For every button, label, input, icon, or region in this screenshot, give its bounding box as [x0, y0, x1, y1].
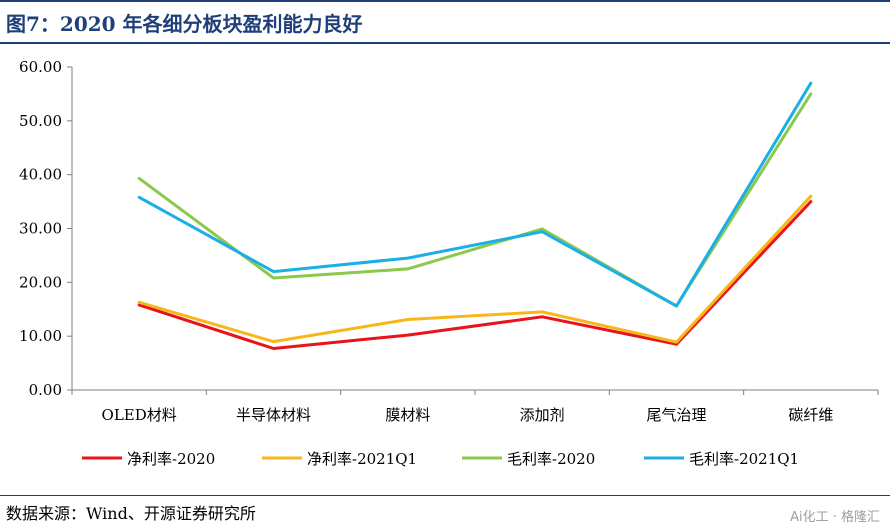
- data-point: [138, 304, 140, 306]
- x-axis: OLED材料 半导体材料 膜材料 添加剂 尾气治理 碳纤维: [71, 389, 879, 424]
- legend-label: 毛利率-2020: [507, 450, 595, 468]
- series-line-3: [137, 81, 813, 308]
- legend: 净利率-2020 净利率-2021Q1 毛利率-2020 毛利率-2021Q1: [82, 450, 799, 468]
- data-point: [541, 231, 543, 233]
- top-rule: [0, 0, 890, 2]
- y-axis: 0.00 10.00 20.00 30.00 40.00 50.00 60.00: [19, 58, 73, 399]
- data-point: [138, 196, 140, 198]
- x-category-label: OLED材料: [102, 406, 177, 424]
- legend-label: 净利率-2021Q1: [307, 450, 417, 468]
- data-point: [676, 343, 677, 345]
- data-point: [273, 348, 274, 350]
- figure-title: 图7：2020 年各细分板块盈利能力良好: [6, 12, 363, 36]
- data-point: [541, 316, 543, 318]
- y-tick-label: 10.00: [19, 327, 62, 345]
- x-category-label: 半导体材料: [236, 406, 311, 424]
- data-point: [676, 305, 677, 307]
- series-lines: [137, 81, 813, 350]
- y-tick-label: 20.00: [19, 273, 62, 291]
- y-tick-label: 40.00: [19, 166, 62, 184]
- watermark: Ai化工 · 格隆汇: [790, 510, 880, 525]
- y-tick-label: 0.00: [29, 381, 62, 399]
- data-point: [541, 228, 543, 230]
- series-line-1: [137, 194, 813, 344]
- x-category-label: 碳纤维: [788, 406, 833, 424]
- data-point: [407, 318, 409, 320]
- data-point: [138, 177, 140, 179]
- data-point: [273, 277, 274, 279]
- legend-label: 毛利率-2021Q1: [689, 450, 799, 468]
- y-tick-label: 60.00: [19, 58, 62, 76]
- source-rule: [0, 495, 890, 496]
- series-line-2: [137, 92, 813, 308]
- data-point: [810, 93, 812, 95]
- data-point: [541, 311, 543, 313]
- y-tick-label: 50.00: [19, 112, 62, 130]
- data-point: [407, 257, 409, 259]
- x-category-label: 膜材料: [385, 406, 430, 424]
- data-point: [407, 268, 409, 270]
- x-category-label: 添加剂: [520, 406, 565, 424]
- data-point: [810, 195, 812, 197]
- data-point: [407, 334, 409, 336]
- data-point: [810, 201, 812, 203]
- data-point: [273, 341, 274, 343]
- title-rule: [0, 42, 890, 44]
- source-note: 数据来源：Wind、开源证券研究所: [6, 504, 256, 523]
- data-point: [273, 271, 274, 273]
- data-point: [138, 301, 140, 303]
- legend-label: 净利率-2020: [127, 450, 215, 468]
- data-point: [676, 341, 677, 343]
- y-tick-label: 30.00: [19, 220, 62, 238]
- series-line-0: [137, 200, 813, 350]
- line-chart: 0.00 10.00 20.00 30.00 40.00 50.00 60.00 OLED材…: [19, 58, 879, 468]
- data-point: [810, 82, 812, 84]
- x-category-label: 尾气治理: [646, 406, 706, 424]
